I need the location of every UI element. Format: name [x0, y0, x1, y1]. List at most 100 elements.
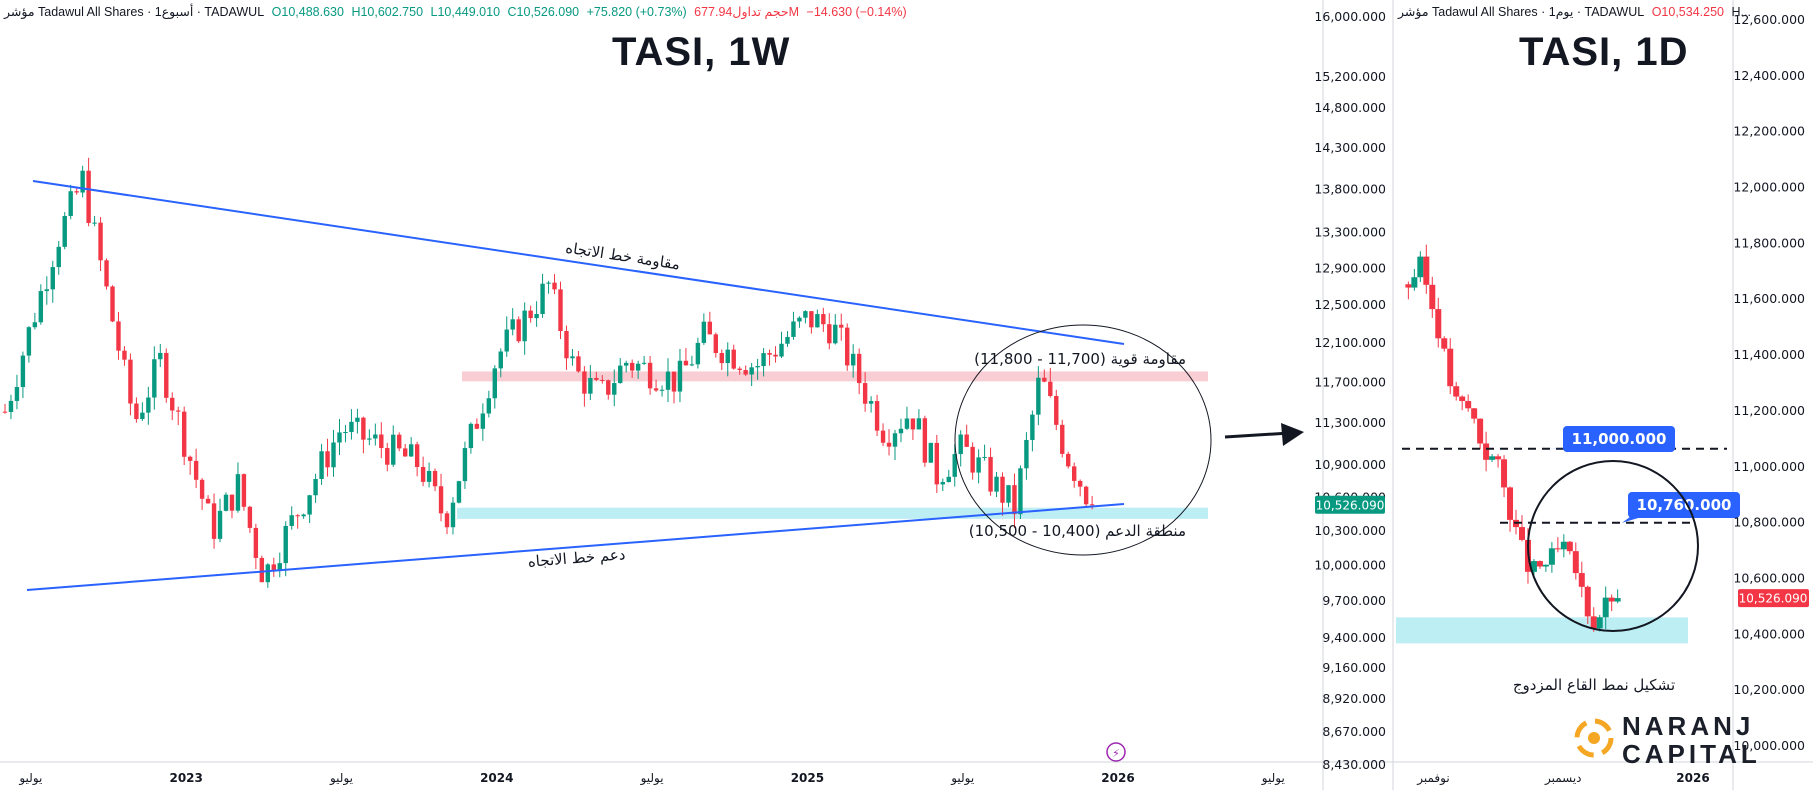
weekly-candle-body [62, 215, 67, 247]
right-ohlc-legend: مؤشر Tadawul All Shares · 1يوم · TADAWUL… [1398, 4, 1755, 19]
weekly-candle-body [444, 513, 450, 528]
right-y-tick-label: 11,000.000 [1733, 459, 1805, 474]
weekly-candle-body [217, 510, 223, 539]
weekly-candle-body [80, 170, 85, 193]
resistance-trendline [32, 180, 1125, 345]
weekly-candle-body [594, 377, 599, 380]
weekly-candle-body [450, 502, 456, 528]
weekly-candle-body [922, 418, 928, 463]
weekly-candle-body [86, 170, 91, 223]
weekly-candle-body [1071, 466, 1077, 481]
weekly-candle-body [713, 334, 719, 353]
weekly-candle-body [564, 331, 569, 359]
weekly-candle-body [199, 479, 205, 499]
weekly-candle-body [904, 418, 910, 429]
weekly-candle-body [432, 470, 438, 487]
weekly-candle-body [946, 476, 951, 483]
weekly-candle-body [940, 482, 945, 485]
daily-candle-body [1429, 284, 1436, 310]
left-x-tick-label: يوليو [950, 771, 974, 786]
legend-change: +75.820 (+0.73%) [586, 5, 687, 19]
left-y-tick-label: 12,500.000 [1314, 297, 1386, 312]
weekly-candle-body [892, 433, 898, 447]
legend-high: H10,602.750 [351, 5, 424, 19]
legend-low: L10,449.010 [430, 5, 501, 19]
weekly-candle-body [193, 460, 199, 480]
weekly-candle-body [122, 350, 127, 360]
weekly-candle-body [295, 515, 300, 517]
weekly-candle-body [438, 486, 444, 514]
weekly-candle-body [952, 454, 957, 477]
weekly-candle-body [988, 457, 993, 492]
daily-candle-body [1518, 527, 1525, 540]
weekly-candle-body [176, 410, 181, 412]
weekly-candle-body [534, 314, 539, 319]
weekly-candle-body [397, 434, 402, 449]
weekly-candle-body [1066, 453, 1071, 467]
weekly-candle-body [98, 222, 103, 261]
weekly-candle-body [462, 448, 468, 482]
weekly-candle-body [994, 476, 999, 492]
weekly-candle-body [719, 352, 724, 364]
left-y-tick-label: 14,800.000 [1314, 100, 1386, 115]
weekly-candle-body [850, 353, 856, 366]
weekly-candle-body [271, 564, 276, 572]
weekly-candle-body [486, 398, 492, 414]
weekly-candle-body [522, 310, 527, 342]
weekly-candle-body [779, 343, 784, 357]
daily-candle-body [1465, 401, 1472, 409]
daily-candle-body [1572, 551, 1579, 574]
left-chart-title: TASI, 1W [612, 30, 791, 74]
strong-resistance-label: مقاومة قوية (11,700 - 11,800) [974, 350, 1186, 368]
daily-support-zone [1396, 617, 1688, 644]
weekly-candle-body [558, 289, 563, 332]
left-y-tick-label: 10,000.000 [1314, 558, 1386, 573]
left-y-tick-label: 15,200.000 [1314, 69, 1386, 84]
weekly-candle-body [695, 342, 701, 365]
weekly-candle-body [791, 321, 796, 337]
daily-candle-body [1602, 597, 1609, 618]
weekly-candle-body [1077, 480, 1083, 487]
weekly-candle-body [349, 421, 354, 432]
weekly-candle-body [277, 563, 282, 572]
weekly-candle-body [385, 448, 390, 465]
weekly-candle-body [635, 363, 641, 371]
daily-candle-body [1608, 597, 1615, 602]
weekly-candle-body [588, 377, 593, 394]
resistance-zone [462, 371, 1208, 382]
weekly-candle-body [862, 383, 868, 404]
weekly-candle-body [629, 362, 635, 371]
weekly-candle-body [552, 282, 557, 290]
right-y-tick-label: 12,200.000 [1733, 124, 1805, 139]
legend-high-right: H... [1731, 5, 1751, 19]
weekly-candle-body [600, 379, 605, 381]
lightning-icon [1106, 742, 1126, 762]
weekly-candle-body [50, 267, 55, 290]
weekly-candle-body [158, 352, 163, 360]
weekly-candle-body [146, 397, 151, 413]
weekly-candle-body [205, 498, 211, 504]
weekly-candle-body [1089, 504, 1095, 506]
right-y-tick-label: 11,800.000 [1733, 235, 1805, 250]
weekly-candle-body [337, 432, 342, 443]
legend-volume-change: −14.630 (−0.14%) [806, 5, 907, 19]
daily-candle-body [1489, 456, 1496, 460]
level-callout-text: 10,760.000 [1637, 496, 1732, 514]
weekly-candle-body [319, 451, 324, 480]
weekly-candle-body [44, 289, 50, 292]
weekly-candle-body [797, 317, 802, 322]
left-y-tick-label: 12,100.000 [1314, 335, 1386, 350]
weekly-candle-body [1042, 377, 1047, 382]
weekly-candle-body [116, 321, 121, 351]
weekly-candle-body [725, 349, 730, 364]
right-y-tick-label: 11,200.000 [1733, 403, 1805, 418]
right-y-tick-label: 12,000.000 [1733, 180, 1805, 195]
weekly-candle-body [821, 314, 826, 325]
daily-candle-body [1483, 443, 1490, 460]
weekly-candle-body [647, 362, 653, 389]
weekly-candle-body [211, 503, 217, 539]
level-callout-text: 11,000.000 [1572, 430, 1667, 448]
weekly-candle-body [683, 360, 689, 366]
daily-candle-body [1447, 348, 1454, 387]
